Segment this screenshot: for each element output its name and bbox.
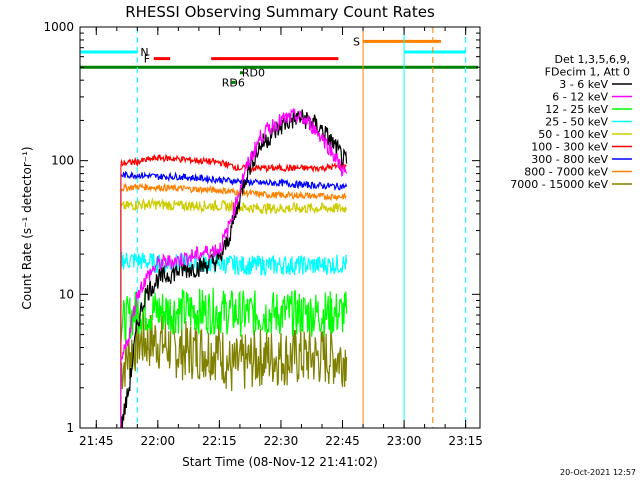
flag-label: RD6 [222, 76, 245, 89]
legend-entry-label: 7000 - 15000 keV [510, 178, 608, 191]
x-tick-label: 22:30 [264, 434, 299, 448]
legend-entry-label: 50 - 100 keV [538, 128, 608, 141]
legend-header: Det 1,3,5,6,9, [554, 53, 630, 66]
flag-label: S [353, 35, 360, 48]
timestamp: 20-Oct-2021 12:57 [560, 468, 636, 477]
x-tick-label: 22:45 [325, 434, 360, 448]
legend-entry-label: 25 - 50 keV [545, 116, 608, 129]
chart-title: RHESSI Observing Summary Count Rates [125, 3, 435, 21]
legend-entry-label: 6 - 12 keV [552, 91, 608, 104]
series-line [120, 251, 348, 278]
series-line [120, 311, 348, 392]
legend-header: FDecim 1, Att 0 [545, 66, 630, 79]
y-tick-label: 1000 [43, 20, 74, 34]
legend-entry-label: 100 - 300 keV [531, 141, 608, 154]
x-tick-label: 22:15 [202, 434, 237, 448]
flag-label: N [140, 46, 148, 59]
x-axis-label: Start Time (08-Nov-12 21:41:02) [182, 455, 378, 469]
legend: Det 1,3,5,6,9,FDecim 1, Att 03 - 6 keV6 … [510, 53, 632, 191]
series-line [120, 170, 348, 191]
y-tick-label: 100 [51, 154, 74, 168]
series-group [120, 107, 348, 429]
series-line [120, 153, 347, 174]
x-tick-label: 21:45 [79, 434, 114, 448]
legend-entry-label: 800 - 7000 keV [524, 166, 608, 179]
y-tick-label: 1 [66, 421, 74, 435]
legend-entry-label: 12 - 25 keV [545, 103, 608, 116]
legend-entry-label: 300 - 800 keV [531, 153, 608, 166]
axes: 1 10 100 1000 21:45 22:00 22:15 22:30 22:45 23:00… [43, 20, 482, 448]
y-tick-label: 10 [59, 287, 74, 301]
x-tick-label: 22:00 [141, 434, 176, 448]
flag-label: RD0 [242, 67, 265, 80]
series-line [120, 107, 348, 362]
flag-label: F [144, 53, 150, 66]
x-tick-label: 23:15 [448, 434, 483, 448]
plot-frame [79, 26, 481, 429]
y-axis-label: Count Rate (s⁻¹ detector⁻¹) [20, 146, 34, 309]
series-line [120, 287, 348, 344]
legend-entry-label: 3 - 6 keV [559, 78, 608, 91]
x-tick-label: 23:00 [387, 434, 422, 448]
series-line [120, 182, 347, 202]
